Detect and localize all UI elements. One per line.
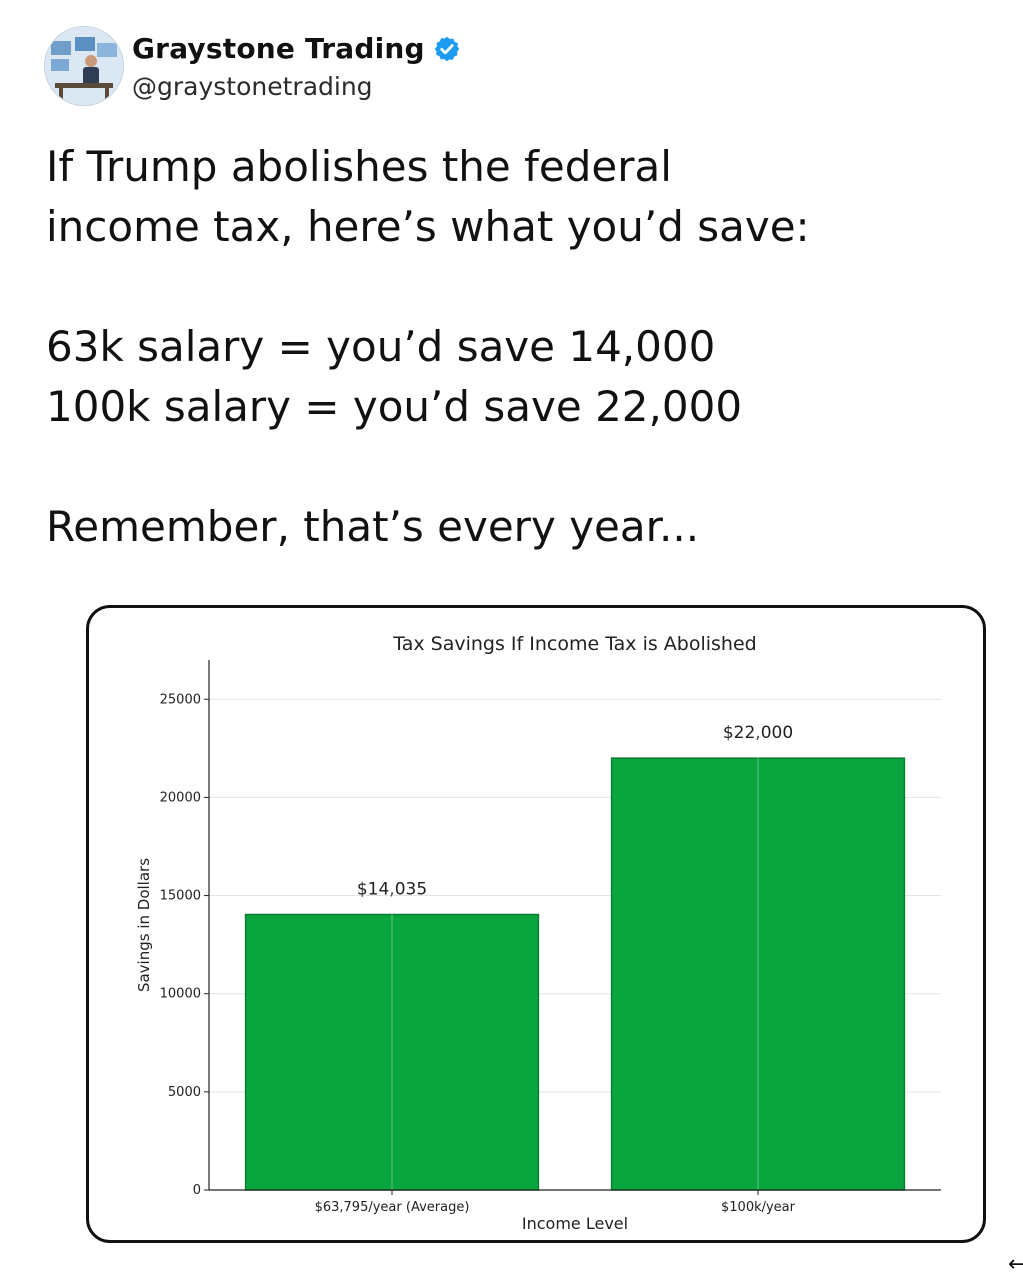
x-axis-label: Income Level	[522, 1214, 628, 1233]
bar-chart: 0 5000 10000 15000 20000 25000 $14,035 $63,795/…	[135, 633, 941, 1233]
bar	[610, 757, 906, 1191]
bar-value-label: $22,000	[723, 723, 793, 743]
trader-at-desk-avatar-icon	[45, 27, 123, 105]
y-tick-label: 20000	[160, 790, 201, 805]
verified-badge-icon	[434, 36, 460, 61]
y-tick-label: 5000	[168, 1085, 201, 1100]
post-line: Remember, that’s every year...	[46, 502, 700, 551]
y-axis-label: Savings in Dollars	[135, 858, 153, 992]
x-tick-label: $100k/year	[721, 1200, 796, 1215]
chart-title: Tax Savings If Income Tax is Abolished	[392, 633, 756, 655]
post-text: If Trump abolishes the federal income ta…	[46, 137, 1006, 557]
y-tick-label: 25000	[160, 692, 201, 707]
avatar[interactable]	[44, 26, 124, 106]
post-line: If Trump abolishes the federal	[46, 142, 672, 191]
post-line-break	[46, 437, 1006, 497]
corner-arrow-icon: ←	[1008, 1252, 1023, 1277]
x-tick-label: $63,795/year (Average)	[315, 1200, 470, 1215]
post-line: 63k salary = you’d save 14,000	[46, 322, 716, 371]
bar	[244, 913, 540, 1191]
bar-value-label: $14,035	[357, 879, 427, 899]
y-tick-label: 10000	[160, 987, 201, 1002]
post-line-break	[46, 257, 1006, 317]
post-header: Graystone Trading @graystonetrading	[44, 26, 944, 106]
display-name[interactable]: Graystone Trading	[132, 32, 425, 65]
y-tick-label: 0	[193, 1183, 201, 1198]
post-line: 100k salary = you’d save 22,000	[46, 382, 743, 431]
chart-image[interactable]: 0 5000 10000 15000 20000 25000 $14,035 $63,795/…	[86, 605, 986, 1243]
post-line: income tax, here’s what you’d save:	[46, 202, 810, 251]
author-handle[interactable]: @graystonetrading	[132, 72, 373, 101]
y-tick-label: 15000	[160, 889, 201, 904]
